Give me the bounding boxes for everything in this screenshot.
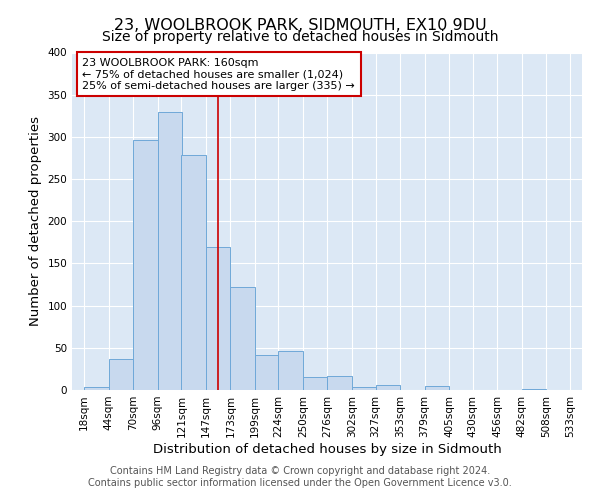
- Bar: [328, 376, 352, 390]
- Text: 23 WOOLBROOK PARK: 160sqm
← 75% of detached houses are smaller (1,024)
25% of se: 23 WOOLBROOK PARK: 160sqm ← 75% of detac…: [82, 58, 355, 91]
- Bar: [376, 385, 400, 390]
- Bar: [255, 354, 280, 390]
- Text: 23, WOOLBROOK PARK, SIDMOUTH, EX10 9DU: 23, WOOLBROOK PARK, SIDMOUTH, EX10 9DU: [113, 18, 487, 32]
- Bar: [206, 248, 230, 390]
- Text: Contains HM Land Registry data © Crown copyright and database right 2024.
Contai: Contains HM Land Registry data © Crown c…: [88, 466, 512, 487]
- Bar: [181, 154, 206, 390]
- Y-axis label: Number of detached properties: Number of detached properties: [29, 116, 42, 326]
- Bar: [84, 388, 109, 390]
- Bar: [230, 287, 255, 390]
- Text: Size of property relative to detached houses in Sidmouth: Size of property relative to detached ho…: [102, 30, 498, 44]
- Bar: [278, 351, 303, 390]
- Bar: [521, 389, 546, 390]
- Bar: [109, 359, 133, 390]
- Bar: [352, 386, 376, 390]
- X-axis label: Distribution of detached houses by size in Sidmouth: Distribution of detached houses by size …: [152, 442, 502, 456]
- Bar: [303, 376, 328, 390]
- Bar: [133, 140, 158, 390]
- Bar: [158, 112, 182, 390]
- Bar: [425, 386, 449, 390]
